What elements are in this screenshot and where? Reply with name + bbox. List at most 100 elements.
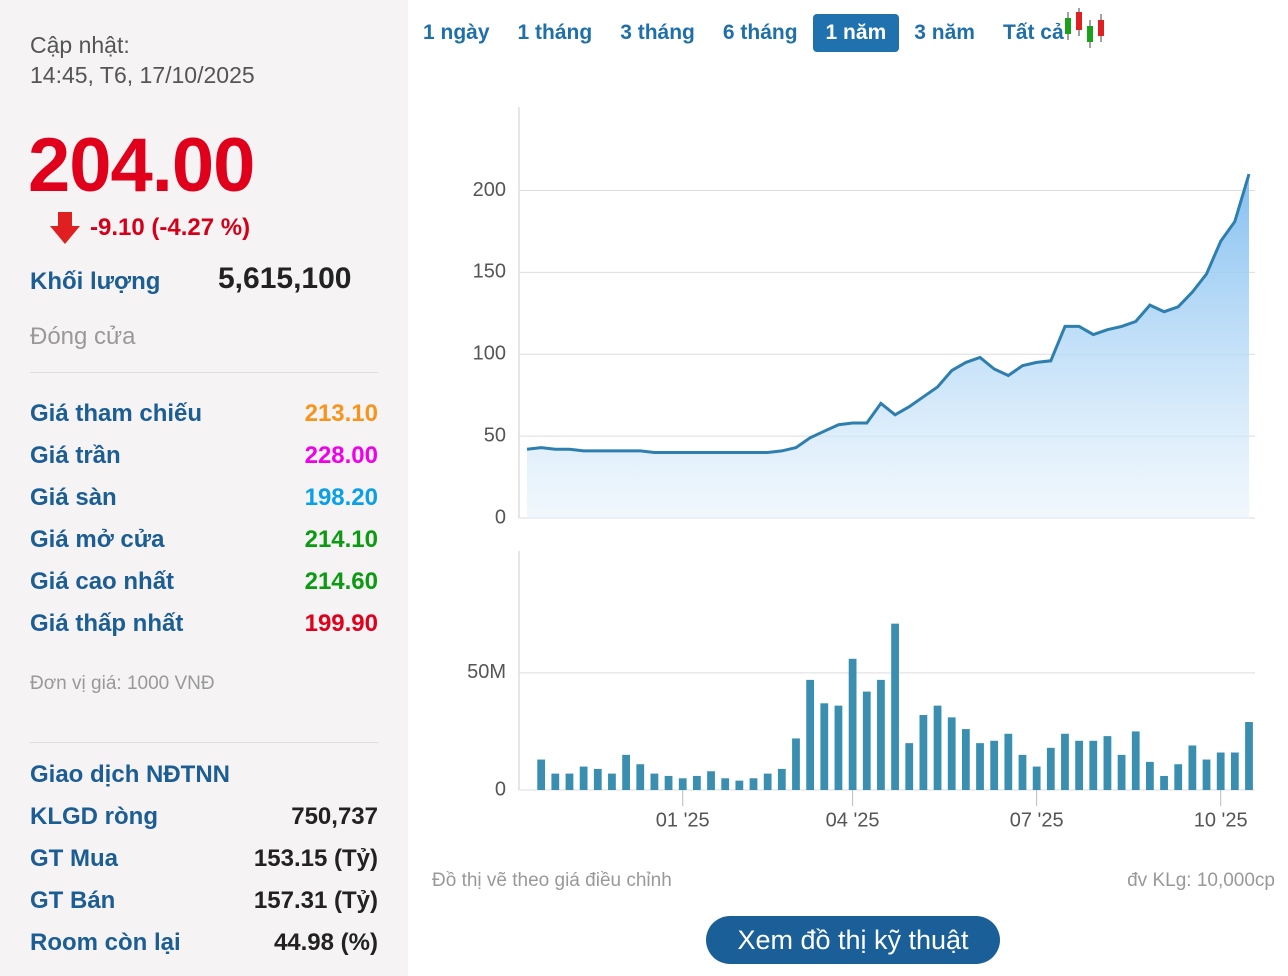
- volume-label: Khối lượng: [30, 268, 161, 295]
- volume-bar: [1117, 754, 1126, 790]
- volume-bar: [947, 717, 956, 790]
- range-tab[interactable]: 1 năm: [812, 14, 900, 52]
- volume-bar: [862, 691, 871, 790]
- volume-bar: [806, 679, 815, 790]
- volume: 5,615,100: [218, 262, 352, 295]
- separator: [30, 372, 378, 373]
- y-tick-label: 100: [473, 343, 506, 365]
- volume-bar: [692, 775, 701, 790]
- foreign-label: KLGD ròng: [30, 803, 158, 830]
- y-tick-label: 200: [473, 179, 506, 201]
- y-tick-label: 0: [495, 506, 506, 528]
- volume-bar: [1188, 745, 1197, 790]
- foreign-value: 157.31 (Tỷ): [253, 887, 378, 914]
- volume-bar: [664, 775, 673, 790]
- price-line: [526, 173, 1251, 454]
- row-label: Giá cao nhất: [30, 568, 175, 595]
- y-tick-label: 150: [473, 261, 506, 283]
- volume-bar: [1103, 736, 1112, 790]
- row-label: Giá trần: [30, 442, 121, 469]
- row-value: 213.10: [304, 400, 378, 427]
- row-value: 198.20: [304, 484, 378, 511]
- info-panel: Cập nhật: 14:45, T6, 17/10/2025 204.00 -…: [0, 0, 408, 976]
- volume-bar: [1004, 733, 1013, 790]
- price: 204.00: [28, 123, 255, 208]
- footer-note: Đồ thị vẽ theo giá điều chỉnh: [432, 870, 672, 891]
- range-tab[interactable]: 1 tháng: [517, 21, 593, 44]
- range-tabs: 1 ngày 1 tháng 3 tháng 6 tháng 1 năm 3 năm Tất…: [410, 14, 1079, 52]
- volume-bar: [1018, 754, 1027, 790]
- volume-bar: [622, 754, 630, 790]
- volume-bar: [1216, 752, 1225, 790]
- range-tab[interactable]: 1 ngày: [423, 21, 490, 44]
- y-tick-label: 50M: [467, 661, 506, 683]
- volume-bar: [792, 738, 800, 790]
- row-label: Giá tham chiếu: [30, 400, 203, 427]
- range-tab[interactable]: 3 tháng: [620, 21, 695, 44]
- volume-bar: [608, 773, 616, 790]
- foreign-value: 153.15 (Tỷ): [253, 845, 378, 872]
- volume-bar: [990, 740, 999, 790]
- volume-bar: [579, 766, 588, 790]
- volume-bar: [1245, 722, 1253, 790]
- volume-bar: [777, 768, 786, 790]
- row-value: 214.60: [304, 568, 378, 595]
- x-tick-label: 07 '25: [1010, 809, 1064, 831]
- update-label: Cập nhật:: [30, 32, 130, 58]
- volume-bar: [1160, 775, 1168, 790]
- price-area: [527, 174, 1249, 518]
- volume-bar: [1089, 740, 1098, 790]
- volume-bar: [820, 703, 829, 790]
- volume-bar: [650, 773, 659, 790]
- update-time: 14:45, T6, 17/10/2025: [30, 62, 255, 88]
- price-change: -9.10 (-4.27 %): [90, 214, 251, 241]
- volume-bar: [1230, 752, 1239, 790]
- range-tab[interactable]: Tất cả: [1002, 21, 1064, 44]
- volume-bar: [1174, 764, 1183, 790]
- volume-bar: [678, 778, 687, 790]
- y-tick-label: 50: [484, 424, 506, 446]
- y-tick-label: 0: [495, 778, 506, 800]
- row-value: 199.90: [304, 610, 378, 637]
- volume-bar: [565, 773, 574, 790]
- range-tab[interactable]: 3 năm: [914, 21, 975, 44]
- volume-bar: [1202, 759, 1211, 790]
- unit: Đơn vị giá: 1000 VNĐ: [30, 673, 215, 694]
- separator: [30, 742, 378, 743]
- volume-bar: [1131, 731, 1140, 790]
- volume-bar: [636, 764, 645, 790]
- row-label: Giá thấp nhất: [30, 610, 184, 637]
- volume-bar: [961, 729, 970, 790]
- foreign-label: Room còn lại: [30, 929, 181, 956]
- volume-bar: [721, 778, 730, 790]
- volume-bar: [877, 679, 885, 790]
- volume-bar: [1046, 747, 1055, 790]
- footer-unit: đv KLg: 10,000cp: [1127, 870, 1275, 891]
- row-value: 214.10: [304, 526, 378, 553]
- volume-bar: [976, 743, 984, 790]
- volume-bar: [537, 759, 546, 790]
- volume-bar: [1061, 733, 1069, 790]
- x-tick-label: 01 '25: [656, 809, 710, 831]
- volume-bar: [834, 705, 843, 790]
- x-tick-label: 04 '25: [826, 809, 880, 831]
- volume-bar: [848, 658, 857, 790]
- row-label: Giá mở cửa: [30, 526, 165, 553]
- volume-bar: [551, 773, 560, 790]
- candle-icon: [1065, 8, 1104, 48]
- volume-bar: [1075, 740, 1084, 790]
- technical-chart-button[interactable]: Xem đồ thị kỹ thuật: [706, 916, 1000, 964]
- row-label: Giá sàn: [30, 484, 117, 511]
- x-tick-label: 10 '25: [1194, 809, 1248, 831]
- volume-bar: [891, 623, 899, 790]
- foreign-title: Giao dịch NĐTNN: [30, 761, 231, 788]
- down-arrow: [50, 212, 80, 244]
- row-value: 228.00: [304, 442, 378, 469]
- range-tab[interactable]: 6 tháng: [722, 21, 798, 44]
- foreign-label: GT Bán: [30, 887, 116, 914]
- volume-bar: [749, 778, 758, 790]
- volume-bar: [1032, 766, 1041, 790]
- foreign-value: 750,737: [291, 803, 378, 830]
